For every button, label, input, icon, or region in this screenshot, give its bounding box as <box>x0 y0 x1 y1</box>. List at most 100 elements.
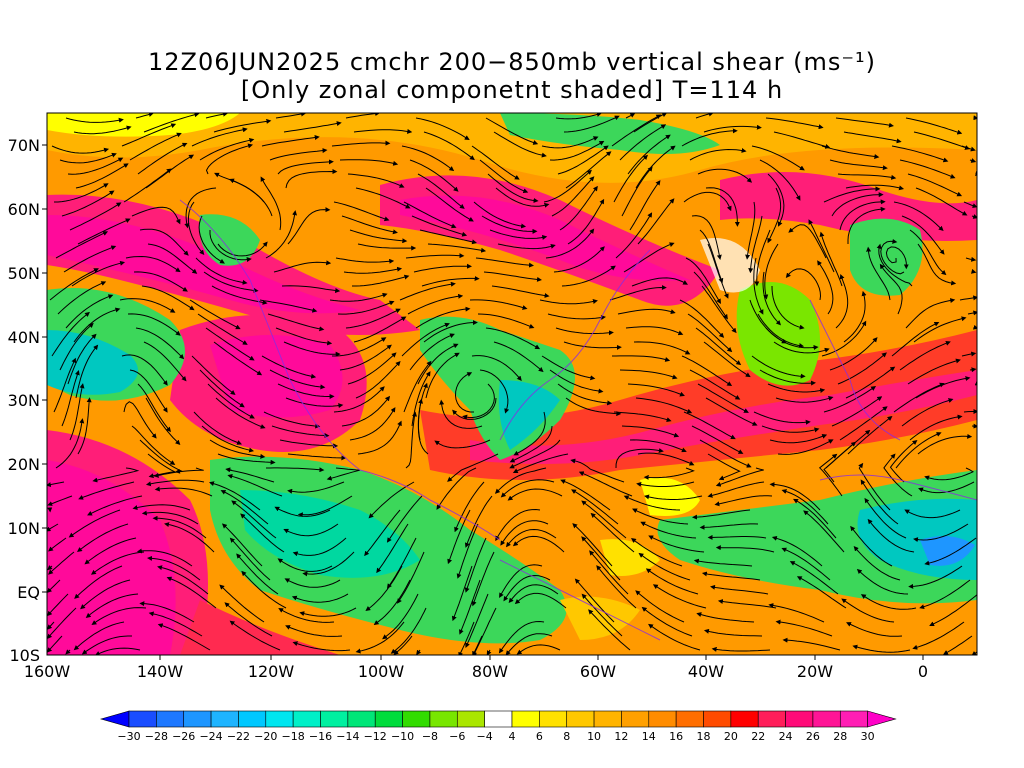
streamline <box>267 313 325 332</box>
lon-label-160w: 160W <box>24 662 71 681</box>
streamline <box>843 131 902 144</box>
streamline <box>465 593 489 648</box>
streamline <box>136 548 193 567</box>
lat-label-10n: 10N <box>8 519 40 538</box>
streamline <box>846 622 903 637</box>
streamline <box>707 534 767 540</box>
streamline <box>329 292 388 302</box>
streamline <box>574 578 615 623</box>
streamline <box>771 535 823 567</box>
streamline <box>73 307 121 343</box>
streamline <box>386 537 417 589</box>
streamline <box>693 271 728 320</box>
streamline <box>767 187 782 244</box>
colorbar-swatch <box>429 710 458 728</box>
streamline <box>407 293 464 315</box>
streamline <box>425 187 474 222</box>
colorbar-tick-label: 14 <box>642 730 656 743</box>
streamline <box>629 180 661 231</box>
streamline <box>157 623 211 651</box>
streamline <box>929 594 977 627</box>
streamline <box>889 439 918 483</box>
streamline <box>425 352 460 399</box>
streamline <box>759 369 816 386</box>
streamline <box>777 439 834 455</box>
streamline <box>589 550 629 595</box>
streamline <box>893 382 945 413</box>
streamline <box>901 398 954 427</box>
streamline <box>781 547 831 581</box>
lat-label-40n: 40N <box>8 328 40 347</box>
streamline <box>472 635 483 655</box>
colorbar-tick-label: 10 <box>587 730 601 743</box>
streamline <box>486 649 492 655</box>
streamline <box>917 433 973 455</box>
streamline <box>644 494 703 500</box>
streamline <box>967 310 977 316</box>
streamline <box>423 131 475 161</box>
streamline <box>352 274 410 287</box>
colorbar-tick-label: 26 <box>806 730 820 743</box>
streamline <box>497 243 556 250</box>
streamline <box>681 355 733 387</box>
colorbar-right-arrow <box>867 710 897 728</box>
streamline <box>292 641 351 652</box>
streamline <box>205 113 228 119</box>
streamline <box>495 187 550 208</box>
streamline <box>904 509 961 519</box>
streamline <box>767 173 785 227</box>
streamline <box>87 495 143 516</box>
colorbar-swatch <box>812 710 841 728</box>
streamline <box>561 265 616 287</box>
streamline <box>90 551 145 575</box>
streamline <box>335 257 395 264</box>
streamline <box>516 644 561 655</box>
streamline <box>563 115 620 133</box>
streamline <box>91 607 147 626</box>
streamline <box>893 201 944 232</box>
streamline <box>417 398 429 455</box>
figure-title-line2: [Only zonal componetnt shaded] T=114 h <box>240 76 784 104</box>
streamline <box>403 360 432 413</box>
streamline <box>205 327 255 361</box>
streamline <box>961 351 977 357</box>
streamline <box>217 241 268 257</box>
streamline <box>641 606 693 637</box>
streamline <box>275 113 307 119</box>
streamline <box>963 409 977 414</box>
streamline <box>345 113 381 119</box>
streamline <box>858 462 891 511</box>
streamline <box>765 327 819 350</box>
streamline <box>376 523 409 574</box>
streamline <box>701 571 761 581</box>
streamline <box>831 396 883 427</box>
colorbar-tick-label: 22 <box>751 730 765 743</box>
streamline <box>47 523 59 532</box>
streamline <box>65 294 114 329</box>
colorbar-swatch <box>265 710 294 728</box>
streamline <box>75 163 129 189</box>
streamline <box>847 206 886 244</box>
streamline <box>763 243 779 300</box>
streamline <box>767 383 826 394</box>
streamline <box>685 257 721 304</box>
colorbar-tick-label: 8 <box>563 730 570 743</box>
streamline <box>856 568 909 595</box>
streamline <box>711 646 771 652</box>
streamline <box>285 397 344 409</box>
streamline <box>61 190 115 217</box>
streamline <box>487 173 539 203</box>
streamline <box>852 644 911 653</box>
streamline <box>447 509 471 565</box>
streamline <box>913 316 967 343</box>
streamline <box>693 558 753 567</box>
streamline <box>883 453 913 497</box>
streamline <box>85 593 139 618</box>
streamline <box>145 479 205 487</box>
streamline <box>419 229 478 245</box>
colorbar-tick-label: −16 <box>309 730 332 743</box>
streamline <box>48 537 67 552</box>
streamline <box>909 414 963 441</box>
streamline <box>757 313 805 348</box>
colorbar-swatch <box>621 710 650 728</box>
